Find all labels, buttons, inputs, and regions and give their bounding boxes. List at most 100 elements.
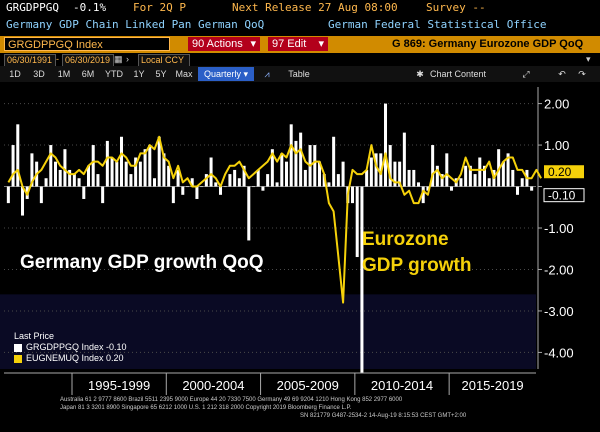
bar <box>152 178 157 187</box>
bar <box>383 103 388 187</box>
bar <box>402 132 406 187</box>
frequency-select[interactable]: Quarterly ▾ <box>198 67 254 81</box>
security-description: Germany GDP Chain Linked Pan German QoQ <box>6 18 265 31</box>
legend-label: GRGDPPGQ Index -0.10 <box>26 342 127 352</box>
bar <box>336 174 340 187</box>
bar <box>473 174 477 187</box>
bar <box>162 153 166 187</box>
bar <box>303 169 307 187</box>
bar <box>280 153 284 187</box>
bar <box>341 161 345 187</box>
bar <box>119 136 124 187</box>
bar <box>393 161 397 187</box>
ticker: GRGDPPGQ <box>6 1 59 14</box>
legend: Last Price GRGDPPGQ Index -0.10 EUGNEMUQ… <box>14 331 127 364</box>
y-tick-label: -4.00 <box>544 345 574 360</box>
bar <box>134 157 138 187</box>
bar <box>355 186 359 258</box>
bar <box>374 153 378 187</box>
y-tick-label: 1.00 <box>544 138 569 153</box>
bar <box>506 153 510 187</box>
security-header: GRGDPPGQ -0.1% For 2Q P Next Release 27 … <box>0 0 600 16</box>
last-change: -0.1% <box>73 1 107 14</box>
table-button[interactable]: Table <box>288 69 310 79</box>
next-release: Next Release 27 Aug 08:00 <box>232 1 398 14</box>
bar <box>289 124 293 187</box>
bar <box>124 161 128 187</box>
gear-icon[interactable]: ✱ <box>416 69 424 79</box>
bar <box>53 161 58 187</box>
bar <box>327 182 331 187</box>
last-value-box <box>544 165 584 179</box>
y-tick-label: -1.00 <box>544 221 574 236</box>
bar <box>511 169 515 187</box>
bar <box>157 136 161 187</box>
bar <box>148 145 152 187</box>
bar <box>266 174 270 187</box>
bar <box>520 178 524 187</box>
range-button[interactable]: YTD <box>105 69 123 79</box>
bar <box>214 182 218 187</box>
bar <box>482 165 487 187</box>
bar <box>11 145 15 187</box>
chart-area[interactable]: 2.00 1.00 -1.00 -2.00 -3.00 -4.00 0.20 -0.10 199… <box>0 83 600 396</box>
bar <box>237 178 241 187</box>
bar <box>190 178 194 187</box>
range-button[interactable]: 6M <box>81 69 95 79</box>
range-button[interactable]: 1Y <box>133 69 145 79</box>
plot-lower-band <box>0 294 536 369</box>
bar <box>223 186 227 188</box>
bar <box>294 140 298 187</box>
range-button[interactable]: 3D <box>33 69 45 79</box>
index-field[interactable]: GRGDPPGQ Index <box>4 37 170 51</box>
edit-label: 97 Edit <box>272 38 307 50</box>
bar <box>501 161 505 187</box>
bar <box>82 186 86 199</box>
bar <box>317 161 322 187</box>
toolbar: GRGDPPGQ Index 90 Actions ▾ 97 Edit ▾ G 86… <box>0 36 600 53</box>
annotation-eurozone: Eurozone <box>362 229 449 250</box>
bar <box>209 157 213 187</box>
bar <box>16 124 20 187</box>
chart-content-button[interactable]: Chart Content <box>429 69 487 79</box>
bar <box>407 169 411 187</box>
line-chart-icon[interactable]: ⩘ <box>264 69 270 79</box>
bar <box>39 186 43 204</box>
bar <box>105 140 109 187</box>
range-button[interactable]: 1M <box>57 69 71 79</box>
chevron-right-icon[interactable]: › <box>126 54 129 64</box>
survey-label: Survey -- <box>426 1 486 14</box>
bar <box>63 149 67 187</box>
range-button[interactable]: 5Y <box>155 69 167 79</box>
chevron-down-icon: ▾ <box>318 38 324 50</box>
bar <box>313 145 317 187</box>
bar <box>204 174 208 187</box>
bar <box>530 186 534 191</box>
redo-icon[interactable]: ↷ <box>578 69 586 79</box>
undo-icon[interactable]: ↶ <box>558 69 566 79</box>
bar <box>431 145 435 187</box>
bar <box>30 153 34 187</box>
legend-item: EUGNEMUQ Index 0.20 <box>14 353 127 364</box>
bar <box>365 169 369 187</box>
range-button[interactable]: 1D <box>9 69 21 79</box>
bar <box>261 186 265 191</box>
bar <box>478 157 482 187</box>
actions-button[interactable]: 90 Actions ▾ <box>188 37 260 51</box>
calendar-icon[interactable]: ▦ <box>114 54 123 64</box>
actions-label: 90 Actions <box>192 38 243 50</box>
bar <box>44 178 48 187</box>
bar <box>138 161 142 187</box>
bar <box>86 165 91 187</box>
expand-icon[interactable]: ⤢ <box>522 69 530 79</box>
annotation-eurozone-2: GDP growth <box>362 255 471 276</box>
bar <box>449 186 454 191</box>
source-label: German Federal Statistical Office <box>328 18 547 31</box>
chevron-down-icon[interactable]: ▾ <box>586 54 591 64</box>
bar <box>247 186 251 241</box>
gdp-chart[interactable]: 2.00 1.00 -1.00 -2.00 -3.00 -4.00 0.20 -0.10 199… <box>0 83 600 396</box>
bar <box>487 178 491 187</box>
edit-button[interactable]: 97 Edit ▾ <box>268 37 328 51</box>
range-button[interactable]: Max <box>175 69 193 79</box>
description-bar: Germany GDP Chain Linked Pan German QoQ … <box>0 16 600 34</box>
